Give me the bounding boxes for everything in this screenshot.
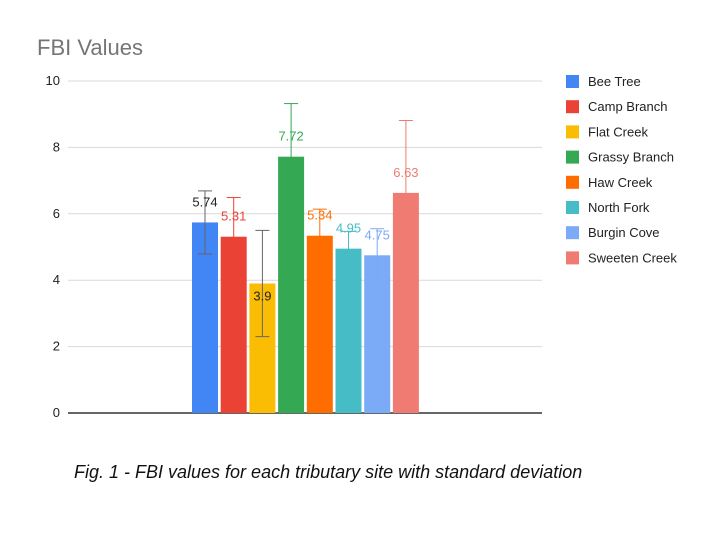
data-label: 4.95: [336, 221, 361, 236]
legend-label: Flat Creek: [588, 124, 648, 139]
bar: [335, 248, 362, 413]
legend-swatch: [566, 75, 579, 88]
legend-swatch: [566, 226, 579, 240]
legend-swatch: [566, 175, 579, 189]
y-tick-label: 4: [53, 272, 60, 287]
error-bars: [198, 103, 413, 338]
data-label: 4.75: [365, 227, 390, 242]
legend: Bee Tree Camp Branch Flat Creek Grassy Bran…: [566, 74, 677, 265]
data-labels: 5.74 5.31 3.9 7.72 5.34 4.95 4.75 6.63: [192, 129, 418, 304]
data-label: 5.74: [192, 194, 217, 209]
legend-label: Haw Creek: [588, 175, 653, 190]
legend-label: Grassy Branch: [588, 150, 674, 165]
y-tick-label: 8: [53, 139, 60, 154]
y-tick-label: 0: [53, 405, 60, 420]
y-tick-label: 10: [46, 73, 60, 88]
figure-caption: Fig. 1 - FBI values for each tributary s…: [74, 462, 583, 482]
y-axis-ticks: 0 2 4 6 8 10: [46, 73, 60, 420]
legend-label: Burgin Cove: [588, 225, 660, 240]
chart-title: FBI Values: [37, 35, 143, 60]
data-label: 5.34: [307, 208, 332, 223]
legend-label: Bee Tree: [588, 74, 641, 89]
data-label: 6.63: [393, 165, 418, 180]
legend-label: Sweeten Creek: [588, 250, 677, 265]
legend-swatch: [566, 201, 579, 214]
legend-swatch: [566, 100, 579, 114]
legend-swatch: [566, 150, 579, 164]
data-label: 7.72: [278, 129, 303, 144]
bar: [306, 235, 333, 413]
legend-label: North Fork: [588, 200, 650, 215]
y-tick-label: 2: [53, 339, 60, 354]
gridlines: [68, 80, 542, 414]
data-label: 3.9: [253, 289, 271, 304]
bars: [192, 156, 419, 414]
legend-label: Camp Branch: [588, 99, 667, 114]
legend-swatch: [566, 251, 579, 265]
data-label: 5.31: [221, 209, 246, 224]
y-tick-label: 6: [53, 206, 60, 221]
legend-swatch: [566, 125, 579, 139]
fbi-chart: FBI Values 0 2 4 6 8 10 5.74 5.31 3.9 7.72 5.34 4.…: [37, 35, 677, 420]
